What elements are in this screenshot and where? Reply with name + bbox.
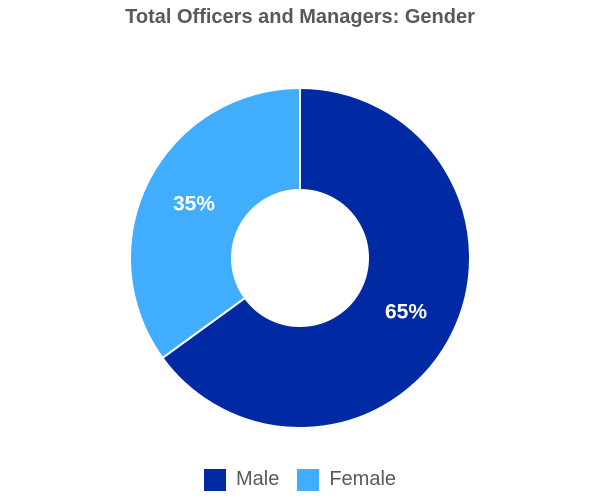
slice-female: [129, 86, 301, 360]
legend-label-male: Male: [235, 468, 280, 490]
legend-item-male: Male: [203, 468, 280, 491]
legend-swatch-female: [297, 468, 320, 491]
chart-title: Total Officers and Managers: Gender: [125, 6, 475, 28]
slice-label-female: 35%: [173, 192, 215, 215]
legend-swatch-male: [203, 468, 226, 491]
legend-item-female: Female: [297, 468, 396, 491]
legend-label-female: Female: [329, 468, 397, 490]
slice-male: [161, 86, 471, 429]
legend: Male Female: [0, 468, 600, 491]
slice-label-male: 65%: [385, 301, 427, 324]
